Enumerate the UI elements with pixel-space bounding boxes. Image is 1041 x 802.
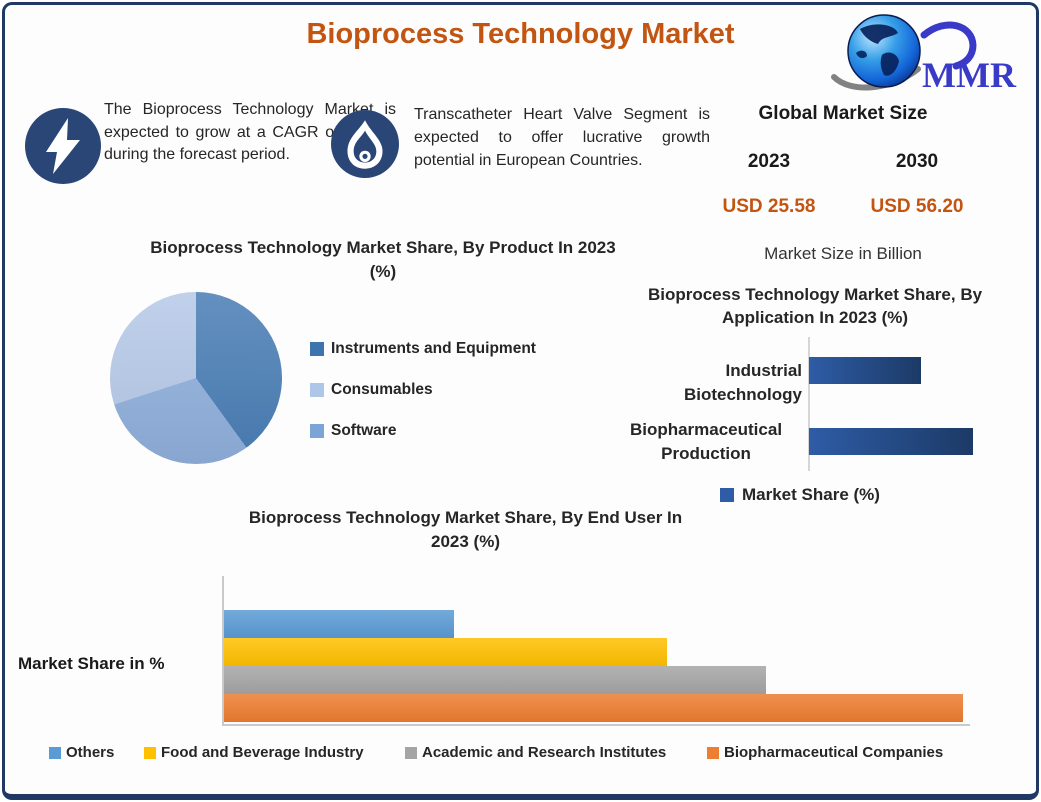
globe-swoosh-icon: MMR <box>831 14 1017 95</box>
bar-food-and-beverage-industry <box>224 638 668 666</box>
market-size-year-2030: 2030 <box>895 151 939 172</box>
market-size-value-2030: USD 56.20 <box>870 196 964 217</box>
enduser-chart-axis <box>222 576 224 726</box>
category-label-biopharmaceutical-production: Biopharmaceutical Production <box>629 420 783 463</box>
lightning-icon <box>25 108 101 184</box>
legend-label: Academic and Research Institutes <box>422 744 667 761</box>
mmr-logo: MMR <box>824 11 1022 97</box>
legend-label: Software <box>331 422 397 439</box>
legend-label: Consumables <box>331 381 433 398</box>
enduser-chart-ylabel: Market Share in % <box>18 654 165 673</box>
legend-swatch <box>49 746 61 759</box>
global-market-size-panel: Global Market Size 2023 2030 USD 25.58 U… <box>695 101 991 271</box>
category-label-industrial-biotechnology: Industrial Biotechnology <box>683 361 802 404</box>
application-chart-axis <box>808 337 810 471</box>
market-size-note: Market Size in Billion <box>764 244 922 263</box>
enduser-legend-item-academic-and-research-institutes: Academic and Research Institutes <box>405 744 666 761</box>
market-size-heading: Global Market Size <box>758 103 928 124</box>
enduser-legend-item-others: Others <box>49 744 114 761</box>
legend-swatch <box>310 424 324 438</box>
legend-label: Biopharmaceutical Companies <box>724 744 944 761</box>
pie-legend-item-consumables: Consumables <box>310 381 536 399</box>
highlight-text-cagr: The Bioprocess Technology Market is expe… <box>104 101 396 163</box>
bar-biopharmaceutical-production <box>809 428 973 455</box>
legend-swatch <box>720 488 734 502</box>
logo-text: MMR <box>922 55 1017 95</box>
legend-swatch <box>707 746 719 759</box>
legend-label: Others <box>66 744 115 761</box>
market-size-value-2023: USD 25.58 <box>722 196 816 217</box>
enduser-chart-baseline <box>222 724 970 726</box>
pie-chart-title: Bioprocess Technology Market Share, By P… <box>150 238 616 281</box>
pie-legend: Instruments and Equipment Consumables Soft… <box>310 340 536 463</box>
legend-swatch <box>405 746 417 759</box>
flame-icon <box>331 110 399 178</box>
enduser-chart-title: Bioprocess Technology Market Share, By E… <box>248 508 683 551</box>
legend-label: Instruments and Equipment <box>331 340 536 357</box>
enduser-legend-item-food-and-beverage-industry: Food and Beverage Industry <box>144 744 364 761</box>
bar-biopharmaceutical-companies <box>224 694 963 722</box>
application-chart-title: Bioprocess Technology Market Share, By A… <box>647 285 983 327</box>
page-title: Bioprocess Technology Market <box>306 18 735 50</box>
pie-chart <box>110 292 282 464</box>
bar-academic-and-research-institutes <box>224 666 766 694</box>
bar-industrial-biotechnology <box>809 357 921 384</box>
legend-label: Market Share (%) <box>742 485 880 504</box>
legend-swatch <box>310 383 324 397</box>
legend-label: Food and Beverage Industry <box>161 744 364 761</box>
bar-others <box>224 610 454 638</box>
pie-legend-item-software: Software <box>310 422 536 440</box>
application-chart-legend: Market Share (%) <box>720 485 880 505</box>
enduser-legend-item-biopharmaceutical-companies: Biopharmaceutical Companies <box>707 744 943 761</box>
market-size-year-2023: 2023 <box>747 151 791 172</box>
legend-swatch <box>144 746 156 759</box>
highlight-text-segment: Transcatheter Heart Valve Segment is exp… <box>414 106 710 169</box>
pie-legend-item-instruments-and-equipment: Instruments and Equipment <box>310 340 536 358</box>
legend-swatch <box>310 342 324 356</box>
